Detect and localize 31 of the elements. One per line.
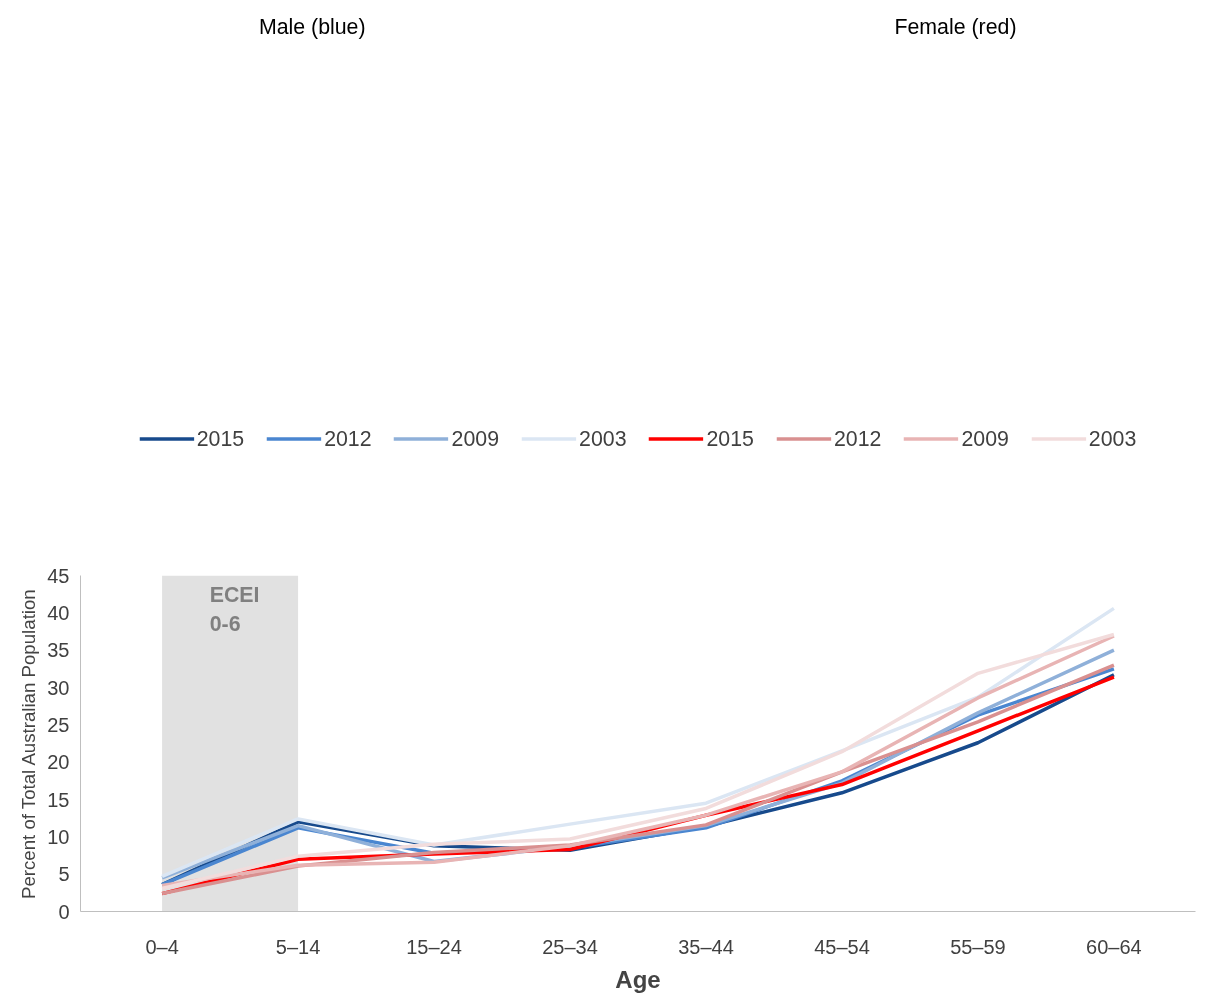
text: Male (blue) [258,15,366,39]
x-tick-label: 60–64 [1086,935,1142,958]
x-tick-label: 35–44 [678,935,734,958]
y-tick-label: 30 [47,676,70,699]
y-tick-label: 10 [47,825,70,848]
x-tick-label: 45–54 [814,935,870,958]
y-tick-label: 45 [47,564,70,587]
legend-label: 2003 [1088,426,1137,452]
legend-label: 2015 [706,426,754,452]
text: Female (red) [894,15,1017,39]
x-tick-label: 5–14 [275,935,321,958]
y-tick-label: 5 [58,863,70,886]
x-tick-label: 25–34 [542,935,598,958]
y-tick-label: 25 [47,713,70,736]
y-axis-title: Percent of Total Australian Population [18,589,40,900]
y-tick-label: 40 [47,601,70,624]
x-tick-label: 0–4 [145,935,179,958]
x-tick-label: 55–59 [950,935,1006,958]
legend-label: 2009 [961,426,1009,452]
y-tick-label: 0 [58,900,70,923]
legend-label: 2003 [579,426,627,452]
y-tick-label: 15 [47,788,70,811]
legend-label: 2009 [451,426,500,452]
legend-label: 2015 [196,426,245,452]
legend-label: 2012 [324,426,372,452]
legend-label: 2012 [833,426,882,452]
band-label: ECEI 0-6 [209,582,260,636]
y-tick-label: 20 [47,751,70,774]
y-tick-label: 35 [47,639,70,662]
x-axis-title: Age [615,965,661,993]
x-tick-label: 15–24 [406,935,462,958]
